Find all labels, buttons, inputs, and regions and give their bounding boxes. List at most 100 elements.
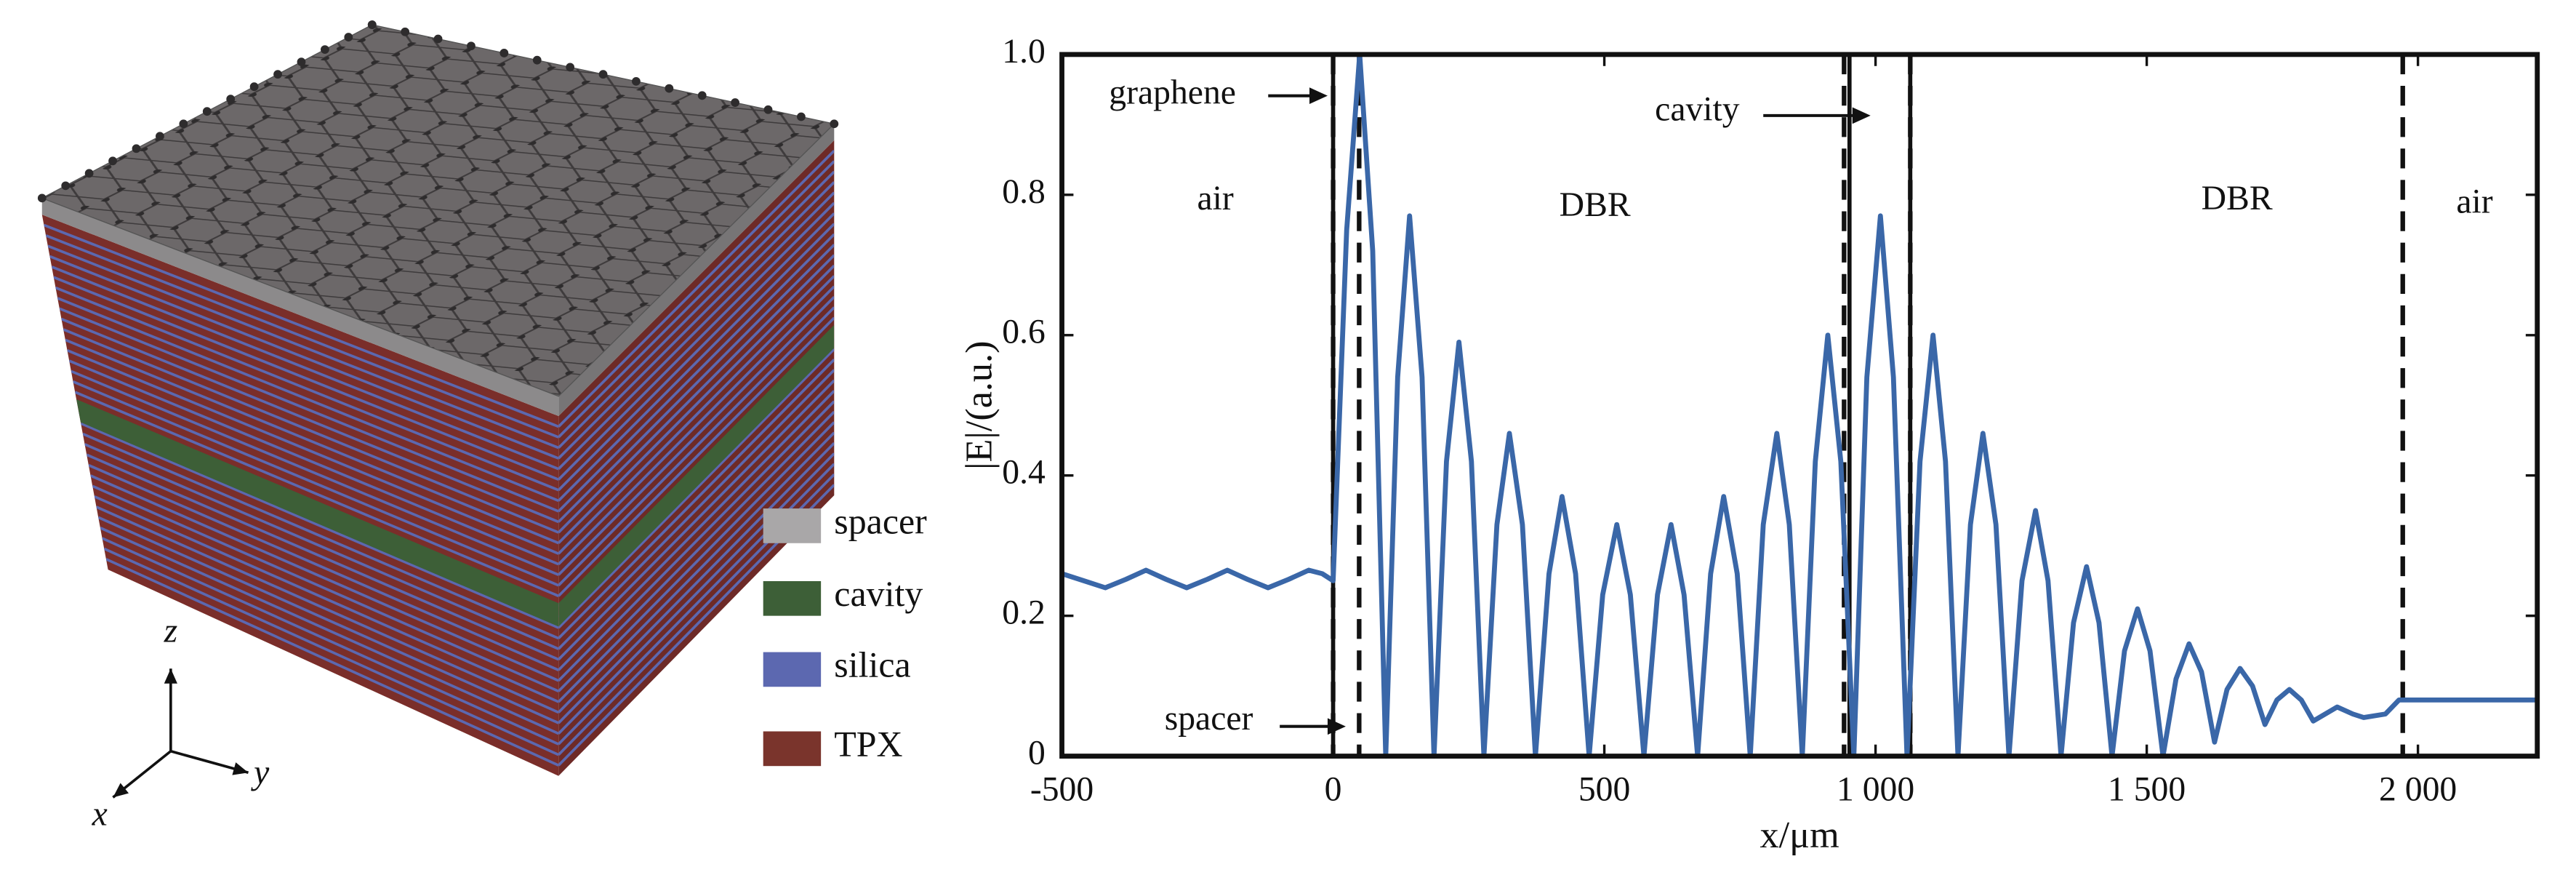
annotation: cavity	[1655, 90, 1740, 128]
silica-layer	[558, 348, 835, 629]
spacer-edge	[41, 198, 559, 416]
silica-layer	[558, 212, 835, 492]
axis-name: x	[92, 795, 108, 833]
silica-layer	[59, 307, 559, 513]
silica-layer	[89, 474, 559, 682]
x-tick-label: -500	[1030, 770, 1094, 808]
silica-layer	[88, 463, 559, 671]
silica-layer	[558, 275, 835, 555]
silica-layer	[60, 317, 559, 524]
legend-swatch	[763, 731, 822, 767]
legend-label: silica	[834, 645, 910, 685]
atom	[108, 156, 117, 166]
atom	[273, 70, 282, 79]
silica-layer	[558, 390, 835, 671]
silica-layer	[558, 369, 835, 650]
silica-layer	[84, 443, 559, 650]
silica-layer	[74, 391, 559, 598]
atom	[433, 34, 443, 44]
atom	[132, 144, 141, 153]
annotation: air	[2456, 183, 2492, 220]
silica-layer	[72, 380, 559, 587]
x-tick-label: 1 500	[2108, 770, 2186, 808]
atom	[566, 63, 575, 72]
silica-layer	[558, 306, 835, 587]
annotation: DBR	[1560, 186, 1631, 224]
chart: -500 0 500 1 000 1 500 2 00000.20.40.60.81.0g…	[958, 33, 2540, 856]
y-tick-label: 0.6	[1002, 313, 1046, 351]
silica-layer	[80, 422, 559, 629]
atom	[532, 55, 542, 65]
silica-layer	[94, 495, 559, 703]
silica-layer	[558, 285, 835, 566]
silica-layer	[82, 432, 559, 640]
y-axis-label: |E|/(a.u.)	[958, 341, 1000, 470]
silica-layer	[86, 453, 559, 661]
silica-layer	[558, 181, 835, 460]
atom	[297, 57, 306, 67]
silica-layer	[95, 506, 559, 714]
arrow-head	[113, 783, 129, 798]
cavity-layer	[76, 399, 559, 627]
silica-layer	[558, 254, 835, 534]
atom	[797, 112, 806, 121]
silica-layer	[558, 359, 835, 639]
silica-layer	[68, 359, 559, 566]
silica-layer	[558, 452, 835, 735]
arrow-head	[164, 668, 177, 684]
layer-illustration: spacer cavity silica TPX z y x	[37, 20, 927, 833]
y-tick-label: 0.8	[1002, 173, 1046, 211]
silica-layer	[558, 160, 835, 439]
annotation: air	[1197, 180, 1233, 217]
silica-layer	[71, 369, 559, 576]
silica-layer	[558, 244, 835, 523]
atom	[598, 70, 608, 79]
silica-layer	[65, 338, 559, 545]
atom	[321, 45, 329, 54]
atom	[763, 105, 773, 114]
data-line	[1061, 52, 2537, 759]
cavity-layer	[558, 324, 835, 627]
silica-layer	[558, 295, 835, 576]
legend-label: cavity	[834, 574, 923, 614]
y-tick-label: 1.0	[1002, 33, 1046, 71]
silica-layer	[558, 316, 835, 597]
atom	[467, 41, 476, 51]
silica-layer	[55, 286, 559, 492]
legend-swatch	[763, 580, 822, 616]
legend-swatch	[763, 652, 822, 687]
silica-layer	[558, 233, 835, 513]
silica-layer	[558, 431, 835, 714]
y-tick-label: 0	[1028, 735, 1046, 772]
atom	[665, 84, 674, 93]
atom	[697, 91, 707, 100]
legend-swatch	[763, 508, 822, 543]
atom	[830, 119, 839, 129]
spacer-edge	[558, 124, 835, 416]
silica-layer	[558, 264, 835, 544]
silica-layer	[51, 265, 559, 471]
silica-layer	[47, 244, 559, 450]
atom	[84, 169, 94, 178]
silica-layer	[558, 421, 835, 703]
atom	[632, 76, 641, 86]
silica-layer	[45, 234, 559, 439]
atom	[401, 27, 410, 36]
atom	[37, 193, 47, 203]
atom	[499, 49, 509, 57]
silica-layer	[558, 191, 835, 471]
legend-label: TPX	[834, 724, 902, 764]
x-tick-label: 1 000	[1837, 770, 1914, 808]
axis-name: y	[251, 754, 270, 792]
atom	[344, 33, 353, 41]
silica-layer	[92, 484, 559, 693]
legend-label: spacer	[834, 501, 927, 541]
x-axis-label: x/μm	[1760, 814, 1839, 856]
atom	[731, 98, 740, 107]
silica-layer	[53, 276, 559, 481]
silica-layer	[558, 201, 835, 481]
atom	[202, 107, 212, 116]
arrow-head	[1327, 718, 1346, 735]
atom	[249, 82, 259, 92]
atom	[367, 20, 377, 29]
